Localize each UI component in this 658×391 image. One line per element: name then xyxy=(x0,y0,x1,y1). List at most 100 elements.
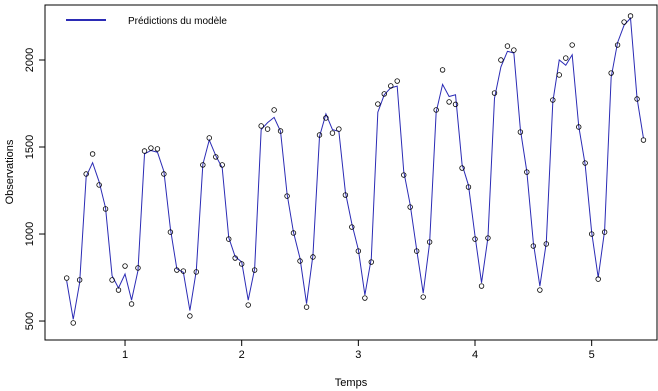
observation-point xyxy=(297,258,303,264)
observation-point xyxy=(83,171,89,177)
observation-point xyxy=(161,171,167,177)
observation-point xyxy=(232,255,238,261)
observation-point xyxy=(336,126,342,132)
observation-point xyxy=(329,130,336,136)
observation-point xyxy=(556,72,562,78)
y-axis-title: Observations xyxy=(4,139,16,204)
observation-point xyxy=(349,224,355,230)
observation-point xyxy=(472,236,478,242)
observation-point xyxy=(135,265,141,271)
observation-point xyxy=(640,137,647,143)
observation-point xyxy=(148,145,154,151)
observation-point xyxy=(563,55,569,61)
y-tick-label: 500 xyxy=(24,312,36,330)
x-axis-title: Temps xyxy=(335,377,368,389)
y-tick-label: 2000 xyxy=(24,48,36,72)
observation-point xyxy=(102,206,109,212)
observation-point xyxy=(614,42,621,48)
y-tick-label: 1500 xyxy=(24,135,36,159)
x-tick-label: 2 xyxy=(239,349,245,361)
observation-point xyxy=(485,235,491,241)
observation-point xyxy=(588,231,595,237)
observation-point xyxy=(264,126,271,132)
observation-point xyxy=(394,78,400,84)
observation-point xyxy=(439,67,446,73)
observation-point xyxy=(174,267,180,273)
observation-point xyxy=(381,91,387,97)
observation-point xyxy=(238,261,245,267)
observation-point xyxy=(193,269,200,275)
observation-point xyxy=(258,123,264,129)
observation-point xyxy=(407,204,413,210)
observation-point xyxy=(608,70,614,76)
x-tick-label: 1 xyxy=(122,349,128,361)
observation-point xyxy=(543,241,549,247)
observation-point xyxy=(323,115,329,121)
observation-point xyxy=(511,47,517,53)
observation-point xyxy=(187,313,193,319)
observation-point xyxy=(601,229,608,235)
observation-point xyxy=(530,243,537,249)
observation-point xyxy=(122,263,128,269)
x-tick-label: 3 xyxy=(355,349,361,361)
observation-point xyxy=(524,169,530,175)
observation-point xyxy=(368,259,374,265)
observation-point xyxy=(96,182,102,188)
observation-point xyxy=(109,277,115,283)
observation-point xyxy=(582,160,588,166)
observation-point xyxy=(245,302,251,308)
observation-point xyxy=(446,99,452,105)
observation-point xyxy=(290,230,297,236)
observation-point xyxy=(375,101,381,107)
observation-point xyxy=(316,132,323,138)
observation-point xyxy=(634,96,640,102)
observation-point xyxy=(550,97,556,103)
observation-point xyxy=(310,254,316,260)
observation-point xyxy=(277,128,284,134)
observation-point xyxy=(537,287,543,293)
observation-point xyxy=(154,146,161,152)
observation-point xyxy=(70,320,76,326)
observation-point xyxy=(576,124,582,130)
observation-point xyxy=(401,172,407,178)
observation-point xyxy=(206,135,212,141)
observation-point xyxy=(167,229,174,235)
observation-point xyxy=(63,275,70,281)
observation-point xyxy=(141,148,148,154)
observation-point xyxy=(491,90,498,96)
observation-point xyxy=(128,301,135,307)
observation-point xyxy=(271,107,277,113)
observation-point xyxy=(595,276,601,282)
observation-point xyxy=(569,42,575,48)
observation-point xyxy=(226,236,232,242)
observation-point xyxy=(433,107,439,113)
observation-point xyxy=(452,101,459,108)
observation-point xyxy=(213,154,219,160)
observation-point xyxy=(388,83,394,89)
observation-point xyxy=(200,162,206,168)
observation-point xyxy=(459,165,465,171)
plot-frame xyxy=(44,4,658,341)
observation-point xyxy=(89,151,96,157)
observation-point xyxy=(180,268,187,274)
legend-label: Prédictions du modèle xyxy=(128,16,227,27)
x-tick-label: 5 xyxy=(589,349,595,361)
observation-point xyxy=(342,192,349,198)
x-tick-label: 4 xyxy=(472,349,478,361)
observation-point xyxy=(362,295,368,301)
observation-point xyxy=(517,129,524,135)
observation-point xyxy=(426,239,433,245)
observation-point xyxy=(413,248,420,254)
observation-point xyxy=(355,248,362,254)
observation-point xyxy=(219,162,225,168)
observation-point xyxy=(115,287,122,293)
observation-point xyxy=(478,283,485,289)
observation-point xyxy=(76,277,83,283)
observation-point xyxy=(627,13,634,19)
observation-point xyxy=(251,267,258,273)
observation-point xyxy=(498,57,504,63)
observation-point xyxy=(504,43,511,49)
observation-point xyxy=(465,184,472,190)
observation-point xyxy=(621,19,627,25)
